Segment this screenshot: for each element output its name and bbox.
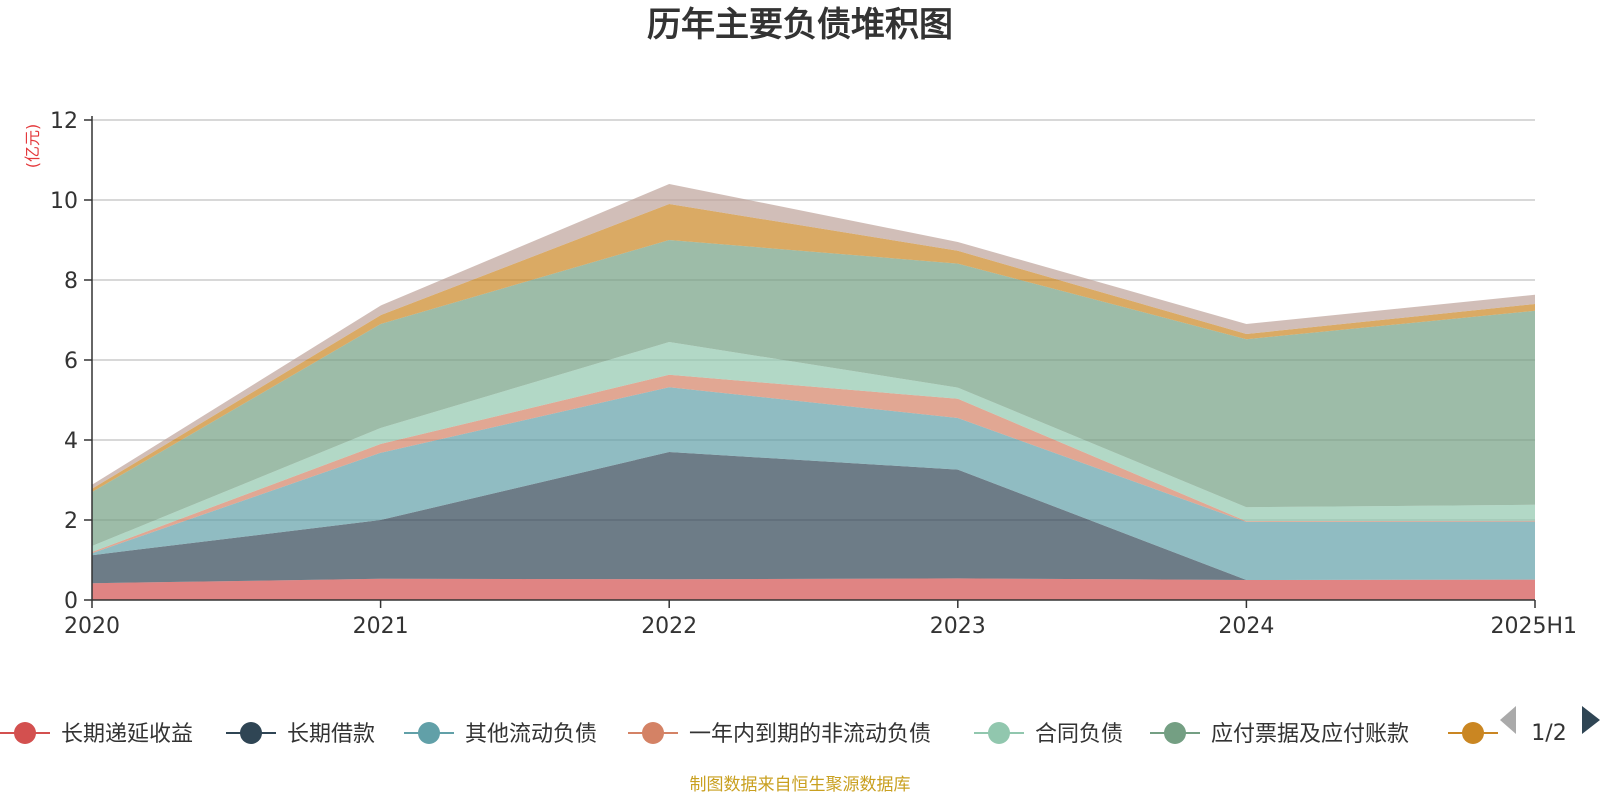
y-tick-label: 0 [64,589,78,614]
legend: 长期递延收益 长期借款 其他流动负债 一年内到期的非流动负债 合同负债 应付票据及应付账款 [0,722,1498,747]
legend-next-page-button[interactable] [1582,706,1600,734]
x-tick-label: 2024 [1218,614,1274,639]
legend-circle-marker [418,722,440,744]
area-series-0 [92,578,1535,600]
legend-circle-marker [240,722,262,744]
legend-circle-marker [14,722,36,744]
legend-label: 一年内到期的非流动负债 [689,722,931,747]
area-series-2 [92,387,1535,580]
area-series-4 [92,342,1535,552]
x-tick-label: 2023 [930,614,986,639]
x-tick-label: 2022 [641,614,697,639]
legend-circle-marker [642,722,664,744]
legend-label: 长期借款 [287,722,375,747]
axes [84,116,1536,608]
chart-title: 历年主要负债堆积图 [647,5,953,45]
x-tick-label: 2020 [64,614,120,639]
legend-item-6[interactable] [1448,722,1498,744]
legend-label: 应付票据及应付账款 [1211,722,1409,747]
y-tick-label: 4 [64,429,78,454]
x-tick-labels: 2020 2021 2022 2023 2024 2025H1 [64,614,1577,639]
legend-item-4[interactable]: 合同负债 [974,722,1123,747]
y-axis-label: (亿元) [23,124,42,169]
legend-item-2[interactable]: 其他流动负债 [404,722,597,747]
x-tick-label: 2021 [353,614,409,639]
legend-label: 长期递延收益 [61,722,193,747]
y-tick-label: 2 [64,509,78,534]
area-series [92,184,1535,600]
legend-item-5[interactable]: 应付票据及应付账款 [1150,722,1409,747]
y-tick-label: 6 [64,349,78,374]
legend-label: 合同负债 [1035,722,1123,747]
legend-label: 其他流动负债 [465,722,597,747]
y-tick-label: 12 [50,109,78,134]
x-tick-label: 2025H1 [1490,614,1577,639]
legend-pager: 1/2 [1500,706,1600,746]
data-source-note: 制图数据来自恒生聚源数据库 [690,775,911,795]
legend-circle-marker [1462,722,1484,744]
legend-page-indicator: 1/2 [1531,721,1566,746]
y-tick-label: 10 [50,189,78,214]
legend-item-0[interactable]: 长期递延收益 [0,722,193,747]
y-tick-label: 8 [64,269,78,294]
area-series-1 [92,452,1535,584]
area-series-5 [92,240,1535,546]
legend-circle-marker [1164,722,1186,744]
y-tick-labels: 0 2 4 6 8 10 12 [50,109,78,614]
legend-prev-page-button[interactable] [1500,706,1516,734]
legend-item-3[interactable]: 一年内到期的非流动负债 [628,722,931,747]
legend-item-1[interactable]: 长期借款 [226,722,375,747]
legend-circle-marker [988,722,1010,744]
